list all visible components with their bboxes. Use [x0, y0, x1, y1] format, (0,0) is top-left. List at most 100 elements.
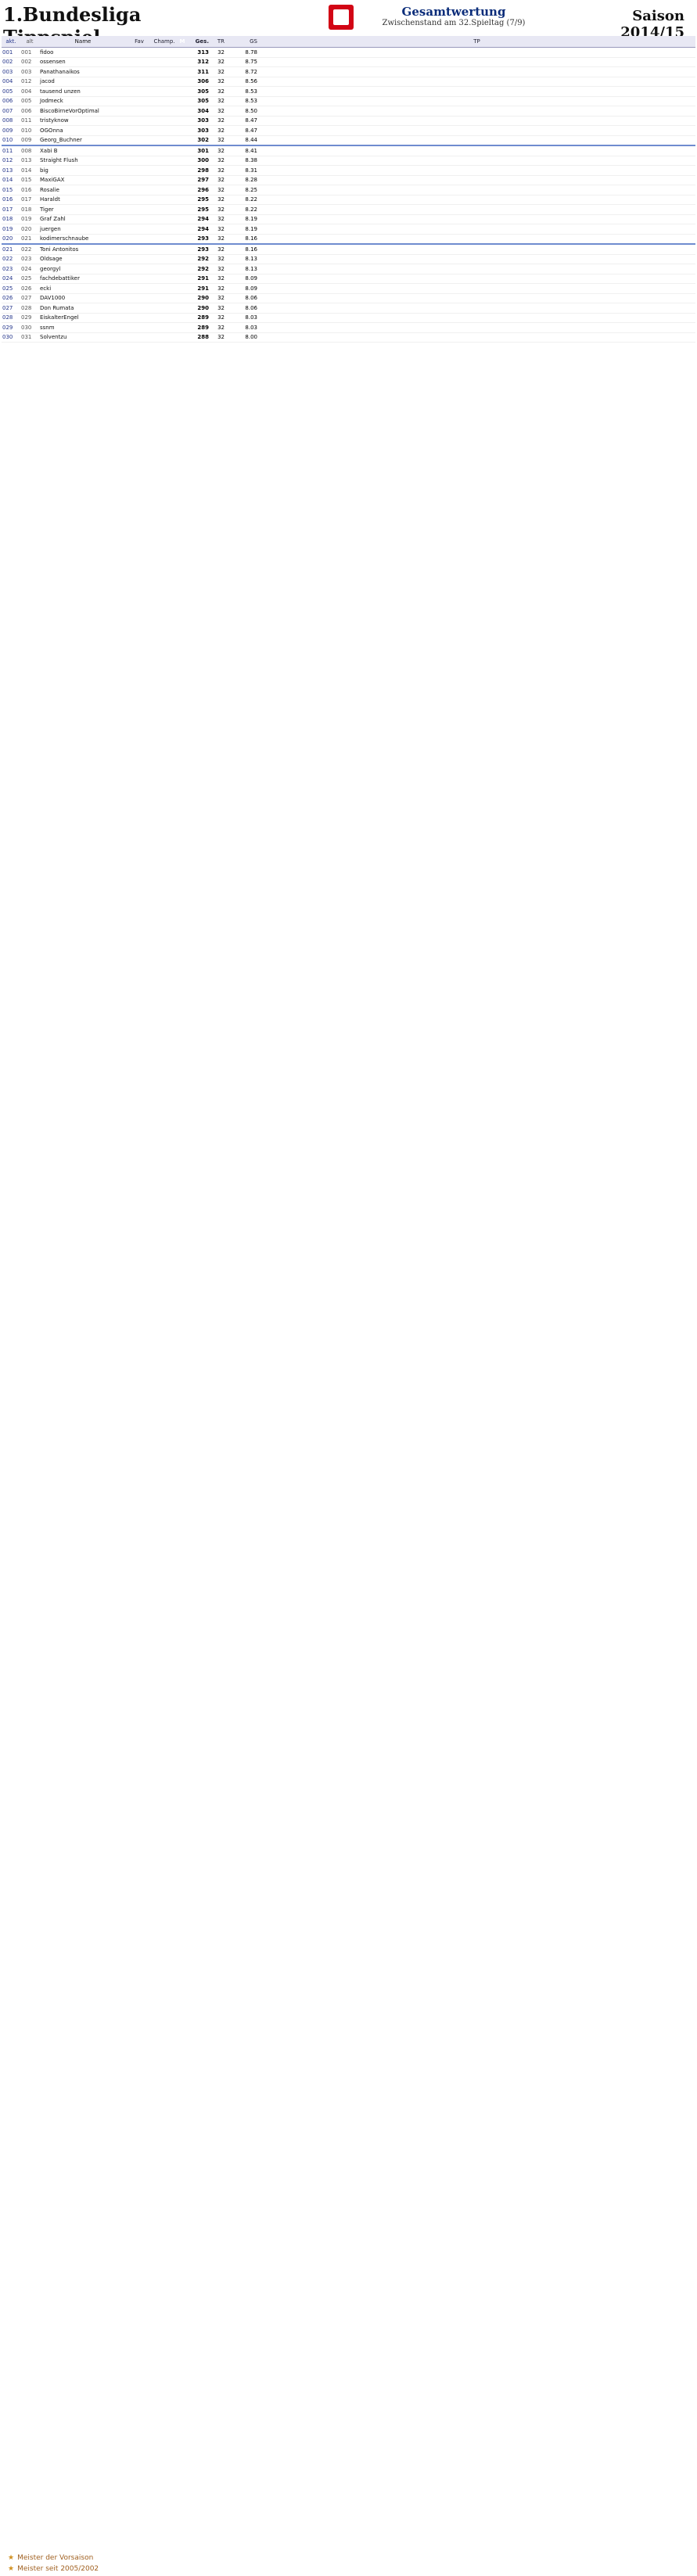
tp-cell [258, 293, 695, 303]
champ-cell [152, 214, 177, 224]
medal-cell [177, 57, 188, 67]
col-gs: GS [225, 36, 258, 48]
tp-cell [258, 313, 695, 323]
gs-cell: 8.31 [225, 165, 258, 176]
ges-cell: 312 [188, 57, 210, 67]
tr-cell: 32 [210, 66, 225, 77]
champ-cell [152, 116, 177, 126]
ges-cell: 288 [188, 332, 210, 343]
ges-cell: 292 [188, 264, 210, 274]
fav-cell [127, 47, 152, 58]
fav-cell [127, 175, 152, 185]
rank-cell: 021 [2, 243, 20, 255]
gs-cell: 8.25 [225, 185, 258, 196]
rank-cell: 020 [2, 234, 20, 245]
table-row: 010 009 Georg_Buchner 302 32 8.44 [2, 135, 695, 146]
champ-cell [152, 145, 177, 156]
tr-cell: 32 [210, 165, 225, 176]
gs-cell: 8.50 [225, 106, 258, 117]
name-cell: fidoo [39, 47, 127, 58]
gs-cell: 8.72 [225, 66, 258, 77]
alt-cell: 013 [20, 156, 39, 166]
tp-cell [258, 185, 695, 196]
medal-cell [177, 106, 188, 117]
medal-cell [177, 283, 188, 294]
ges-cell: 290 [188, 303, 210, 314]
legend: ★ Meister der Vorsaison ★ Meister seit 200… [8, 2554, 99, 2576]
ges-cell: 297 [188, 175, 210, 185]
ges-cell: 291 [188, 274, 210, 284]
gs-cell: 8.06 [225, 293, 258, 303]
name-cell: EiskalterEngel [39, 313, 127, 323]
rank-cell: 023 [2, 264, 20, 274]
ges-cell: 304 [188, 106, 210, 117]
name-cell: MaxiGAX [39, 175, 127, 185]
tp-cell [258, 135, 695, 146]
medal-cell [177, 204, 188, 215]
medal-cell [177, 96, 188, 106]
champ-cell [152, 185, 177, 196]
tp-cell [258, 332, 695, 343]
alt-cell: 006 [20, 106, 39, 117]
medal-cell [177, 185, 188, 196]
name-cell: kodimerschnaube [39, 234, 127, 245]
rank-cell: 027 [2, 303, 20, 314]
fav-cell [127, 283, 152, 294]
gs-cell: 8.03 [225, 322, 258, 333]
champ-cell [152, 332, 177, 343]
fav-cell [127, 77, 152, 87]
rank-cell: 026 [2, 293, 20, 303]
gs-cell: 8.06 [225, 303, 258, 314]
table-row: 009 010 OGOnna 303 32 8.47 [2, 125, 695, 136]
col-name: Name [39, 36, 127, 48]
medal-cell [177, 77, 188, 87]
tp-cell [258, 274, 695, 284]
gs-cell: 8.38 [225, 156, 258, 166]
name-cell: tausend unzen [39, 86, 127, 97]
champ-cell [152, 57, 177, 67]
champ-cell [152, 254, 177, 264]
ges-cell: 295 [188, 204, 210, 215]
ges-cell: 305 [188, 96, 210, 106]
champ-cell [152, 135, 177, 146]
medal-cell [177, 86, 188, 97]
name-cell: Solventzu [39, 332, 127, 343]
rank-cell: 019 [2, 224, 20, 235]
name-cell: ecki [39, 283, 127, 294]
alt-cell: 015 [20, 175, 39, 185]
fav-cell [127, 254, 152, 264]
col-fav: Fav [127, 36, 152, 48]
medal-cell [177, 243, 188, 255]
name-cell: Graf Zahl [39, 214, 127, 224]
ranking-title: Gesamtwertung [401, 5, 506, 19]
ges-cell: 301 [188, 145, 210, 156]
champ-cell [152, 47, 177, 58]
medal-cell [177, 303, 188, 314]
table-row: 001 001 fidoo 313 32 8.78 [2, 47, 695, 58]
ges-cell: 293 [188, 243, 210, 255]
name-cell: juergen [39, 224, 127, 235]
col-tr: TR [210, 36, 225, 48]
fav-cell [127, 322, 152, 333]
champ-cell [152, 66, 177, 77]
alt-cell: 022 [20, 243, 39, 255]
tr-cell: 32 [210, 106, 225, 117]
tr-cell: 32 [210, 224, 225, 235]
tp-cell [258, 57, 695, 67]
name-cell: jacod [39, 77, 127, 87]
tp-cell [258, 204, 695, 215]
alt-cell: 005 [20, 96, 39, 106]
name-cell: Straight Flush [39, 156, 127, 166]
ges-cell: 290 [188, 293, 210, 303]
tr-cell: 32 [210, 47, 225, 58]
name-cell: Rosalie [39, 185, 127, 196]
fav-cell [127, 116, 152, 126]
gs-cell: 8.00 [225, 332, 258, 343]
ranking-heading: Gesamtwertung Zwischenstand am 32.Spielt… [352, 5, 555, 27]
champ-cell [152, 156, 177, 166]
alt-cell: 012 [20, 77, 39, 87]
tp-cell [258, 47, 695, 58]
table-row: 023 024 georgyl 292 32 8.13 [2, 264, 695, 274]
rank-cell: 009 [2, 125, 20, 136]
medal-cell [177, 293, 188, 303]
